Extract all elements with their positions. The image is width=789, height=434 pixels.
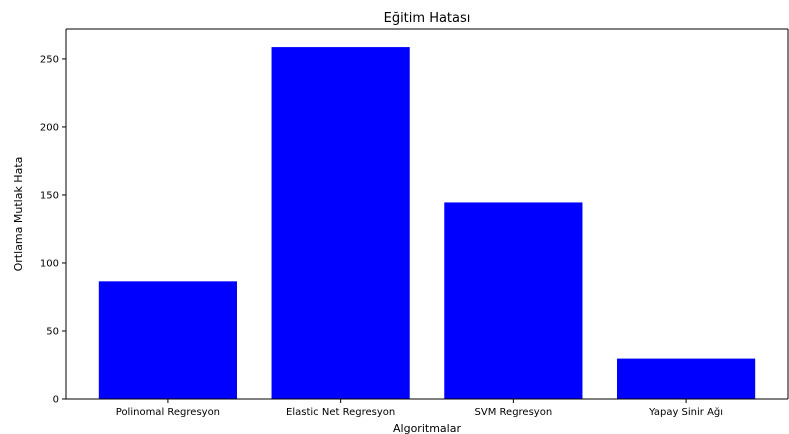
bars-group (98, 47, 756, 399)
y-tick-label: 0 (53, 395, 59, 406)
y-tick-label: 50 (46, 326, 59, 337)
x-tick-label: Elastic Net Regresyon (286, 407, 395, 418)
x-tick-label: Yapay Sinir Ağı (648, 406, 723, 418)
chart-title: Eğitim Hatası (384, 11, 471, 26)
bar-1 (98, 281, 238, 399)
bar-2 (271, 47, 410, 399)
y-tick-label: 150 (40, 190, 59, 201)
x-axis-label: Algoritmalar (393, 422, 461, 434)
y-axis-label: Ortlama Mutlak Hata (12, 157, 25, 272)
x-tick-label: SVM Regresyon (475, 407, 553, 418)
y-tick-label: 250 (40, 54, 59, 65)
y-axis-ticks: 0 50 100 150 200 250 (40, 54, 66, 406)
y-tick-label: 200 (40, 122, 59, 133)
bar-3 (444, 202, 583, 399)
x-tick-label: Polinomal Regresyon (116, 407, 220, 418)
x-axis-ticks: Polinomal Regresyon Elastic Net Regresyon… (116, 399, 723, 418)
bar-4 (617, 358, 756, 399)
axes-frame (65, 28, 789, 400)
y-tick-label: 100 (40, 258, 59, 269)
